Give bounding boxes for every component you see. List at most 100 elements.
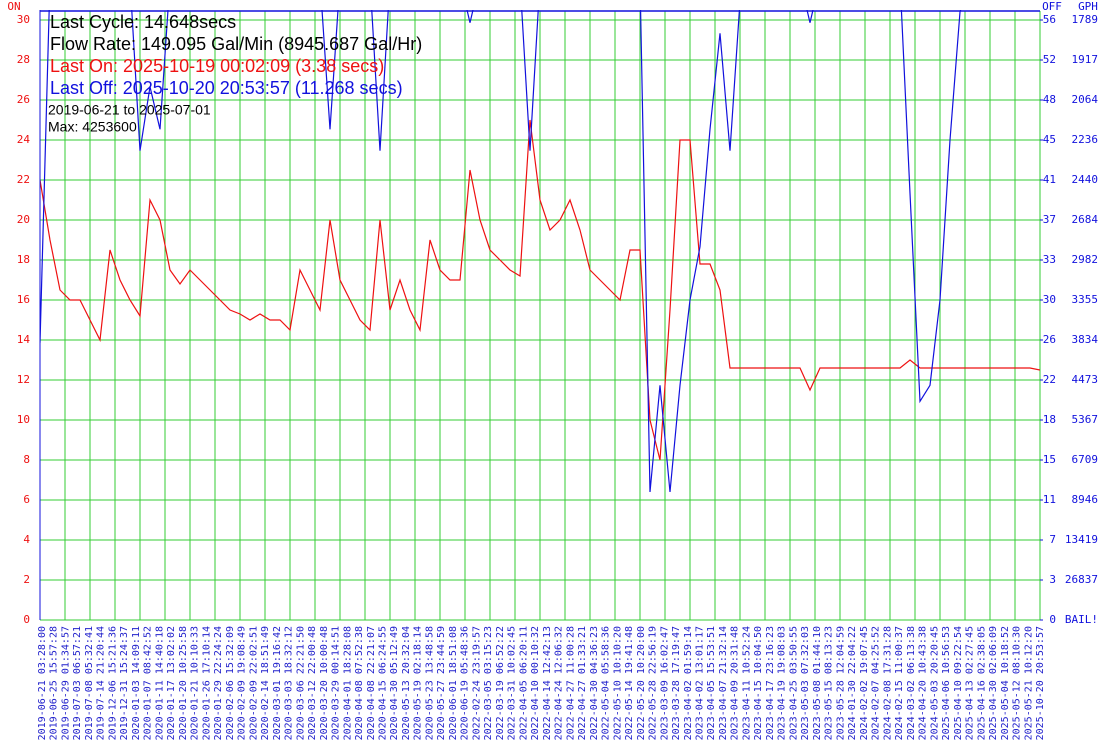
x-tick-label: 2022-04-27 01:33:21 xyxy=(577,626,588,740)
gph-label: 26837 xyxy=(1065,573,1098,586)
x-tick-label: 2024-03-02 06:13:38 xyxy=(906,626,917,740)
x-tick-label: 2022-03-19 06:52:22 xyxy=(495,626,506,740)
x-tick-label: 2024-05-03 20:20:45 xyxy=(929,626,940,740)
x-tick-label: 2020-02-09 19:08:49 xyxy=(237,626,248,740)
series-line xyxy=(40,119,1040,461)
x-tick-label: 2022-05-10 10:10:20 xyxy=(612,626,623,740)
y-tick-label: 4 xyxy=(23,533,30,546)
x-tick-label: 2023-04-19 19:08:03 xyxy=(777,626,788,740)
x-tick-label: 2025-04-06 10:56:53 xyxy=(941,626,952,740)
y2-tick-label: 0 xyxy=(1049,613,1056,626)
y2-tick-label: 48 xyxy=(1043,93,1056,106)
gph-label: 2236 xyxy=(1072,133,1099,146)
x-tick-label: 2020-01-17 13:02:02 xyxy=(166,626,177,740)
x-tick-label: 2020-04-08 07:52:38 xyxy=(354,626,365,740)
gph-label: BAIL! xyxy=(1065,613,1098,626)
x-tick-label: 2023-05-28 12:04:59 xyxy=(835,626,846,740)
gph-label: 2064 xyxy=(1072,93,1099,106)
x-tick-label: 2023-04-02 13:01:17 xyxy=(695,626,706,740)
y-tick-label: 26 xyxy=(17,93,30,106)
plot xyxy=(40,10,1040,493)
gph-label: 8946 xyxy=(1072,493,1099,506)
x-tick-label: 2022-04-27 11:00:28 xyxy=(565,626,576,740)
x-tick-label: 2020-01-21 10:10:33 xyxy=(190,626,201,740)
x-tick-label: 2023-05-03 07:32:03 xyxy=(800,626,811,740)
y2-tick-label: 11 xyxy=(1043,493,1056,506)
gph-label: 4473 xyxy=(1072,373,1099,386)
y-tick-label: 6 xyxy=(23,493,30,506)
x-tick-label: 2025-04-10 09:22:54 xyxy=(953,626,964,740)
gph-label: 2982 xyxy=(1072,253,1099,266)
x-tick-label: 2020-01-07 08:42:52 xyxy=(143,626,154,740)
x-tick-label: 2022-04-30 04:36:23 xyxy=(589,626,600,740)
x-tick-label: 2025-10-20 20:53:57 xyxy=(1035,626,1046,740)
x-tick-label: 2019-07-08 05:32:41 xyxy=(84,626,95,740)
x-tick-label: 2020-02-09 22:02:51 xyxy=(248,626,259,740)
y-tick-label: 30 xyxy=(17,13,30,26)
y2-label: OFF xyxy=(1042,0,1062,13)
y-tick-label: 28 xyxy=(17,53,30,66)
x-tick-label: 2023-04-11 10:52:24 xyxy=(741,626,752,740)
y2-tick-label: 41 xyxy=(1043,173,1056,186)
x-tick-label: 2023-04-02 01:59:14 xyxy=(683,626,694,740)
gph-label: 3834 xyxy=(1072,333,1099,346)
gph-label: 13419 xyxy=(1065,533,1098,546)
x-tick-label: 2023-03-09 16:02:47 xyxy=(659,626,670,740)
x-tick-label: 2020-03-01 19:16:42 xyxy=(272,626,283,740)
last-off: Last Off: 2025-10-20 20:53:57 (11.268 se… xyxy=(50,78,403,98)
x-tick-label: 2020-04-30 05:12:49 xyxy=(389,626,400,740)
x-tick-label: 2025-04-16 02:38:05 xyxy=(976,626,987,740)
x-tick-label: 2020-02-06 15:32:09 xyxy=(225,626,236,740)
x-tick-label: 2020-01-20 10:25:58 xyxy=(178,626,189,740)
x-tick-label: 2020-04-08 22:21:07 xyxy=(366,626,377,740)
gph-label: 3355 xyxy=(1072,293,1099,306)
x-tick-label: 2024-02-15 11:00:37 xyxy=(894,626,905,740)
y-tick-label: 12 xyxy=(17,373,30,386)
y2-tick-label: 52 xyxy=(1043,53,1056,66)
y2-tick-label: 30 xyxy=(1043,293,1056,306)
x-tick-label: 2020-05-23 13:48:58 xyxy=(424,626,435,740)
y-tick-label: 0 xyxy=(23,613,30,626)
x-tick-label: 2023-04-07 21:32:14 xyxy=(718,626,729,740)
x-tick-label: 2020-03-03 18:32:12 xyxy=(284,626,295,740)
y-tick-label: 14 xyxy=(17,333,31,346)
gph-label: 6709 xyxy=(1072,453,1099,466)
x-tick-label: 2020-03-06 22:21:50 xyxy=(295,626,306,740)
x-tick-label: 2020-06-19 05:48:36 xyxy=(460,626,471,740)
x-tick-label: 2022-02-24 23:19:57 xyxy=(471,626,482,740)
y-tick-label: 16 xyxy=(17,293,30,306)
x-tick-label: 2020-03-12 22:00:48 xyxy=(307,626,318,740)
y2-tick-label: 33 xyxy=(1043,253,1056,266)
x-tick-label: 2025-04-13 02:27:45 xyxy=(965,626,976,740)
y-tick-label: 20 xyxy=(17,213,30,226)
x-tick-label: 2022-05-14 19:41:48 xyxy=(624,626,635,740)
x-tick-label: 2024-02-02 19:07:45 xyxy=(859,626,870,740)
x-tick-label: 2025-04-30 02:06:09 xyxy=(988,626,999,740)
x-tick-label: 2020-03-20 10:00:48 xyxy=(319,626,330,740)
y-label: ON xyxy=(7,0,20,13)
x-tick-label: 2020-05-27 23:44:59 xyxy=(436,626,447,740)
x-tick-label: 2022-05-28 22:56:19 xyxy=(648,626,659,740)
x-tick-label: 2022-05-20 10:20:00 xyxy=(636,626,647,740)
y2-tick-label: 15 xyxy=(1043,453,1056,466)
y2-tick-label: 3 xyxy=(1049,573,1056,586)
x-tick-label: 2024-02-07 04:25:52 xyxy=(871,626,882,740)
info-line: Flow Rate: 149.095 Gal/Min (8945.687 Gal… xyxy=(50,34,422,54)
x-tick-label: 2022-04-24 12:06:32 xyxy=(554,626,565,740)
x-tick-label: 2020-01-29 22:24:24 xyxy=(213,626,224,740)
y-tick-label: 18 xyxy=(17,253,30,266)
x-tick-label: 2023-04-25 03:50:55 xyxy=(788,626,799,740)
x-tick-label: 2024-02-08 17:31:28 xyxy=(882,626,893,740)
x-tick-label: 2020-01-03 14:09:11 xyxy=(131,626,142,740)
gph-label: 1789 xyxy=(1072,13,1099,26)
x-tick-label: 2022-04-10 00:10:32 xyxy=(530,626,541,740)
x-tick-label: 2023-05-08 01:44:10 xyxy=(812,626,823,740)
y3-label: GPH xyxy=(1078,0,1098,13)
y2-tick-label: 45 xyxy=(1043,133,1056,146)
x-tick-label: 2023-05-15 08:13:23 xyxy=(824,626,835,740)
x-tick-label: 2019-12-31 15:24:37 xyxy=(119,626,130,740)
y-tick-label: 2 xyxy=(23,573,30,586)
info-line: Last Cycle: 14.648secs xyxy=(50,12,236,32)
x-tick-label: 2020-04-15 06:24:55 xyxy=(377,626,388,740)
max-text: Max: 4253600 xyxy=(48,119,137,135)
